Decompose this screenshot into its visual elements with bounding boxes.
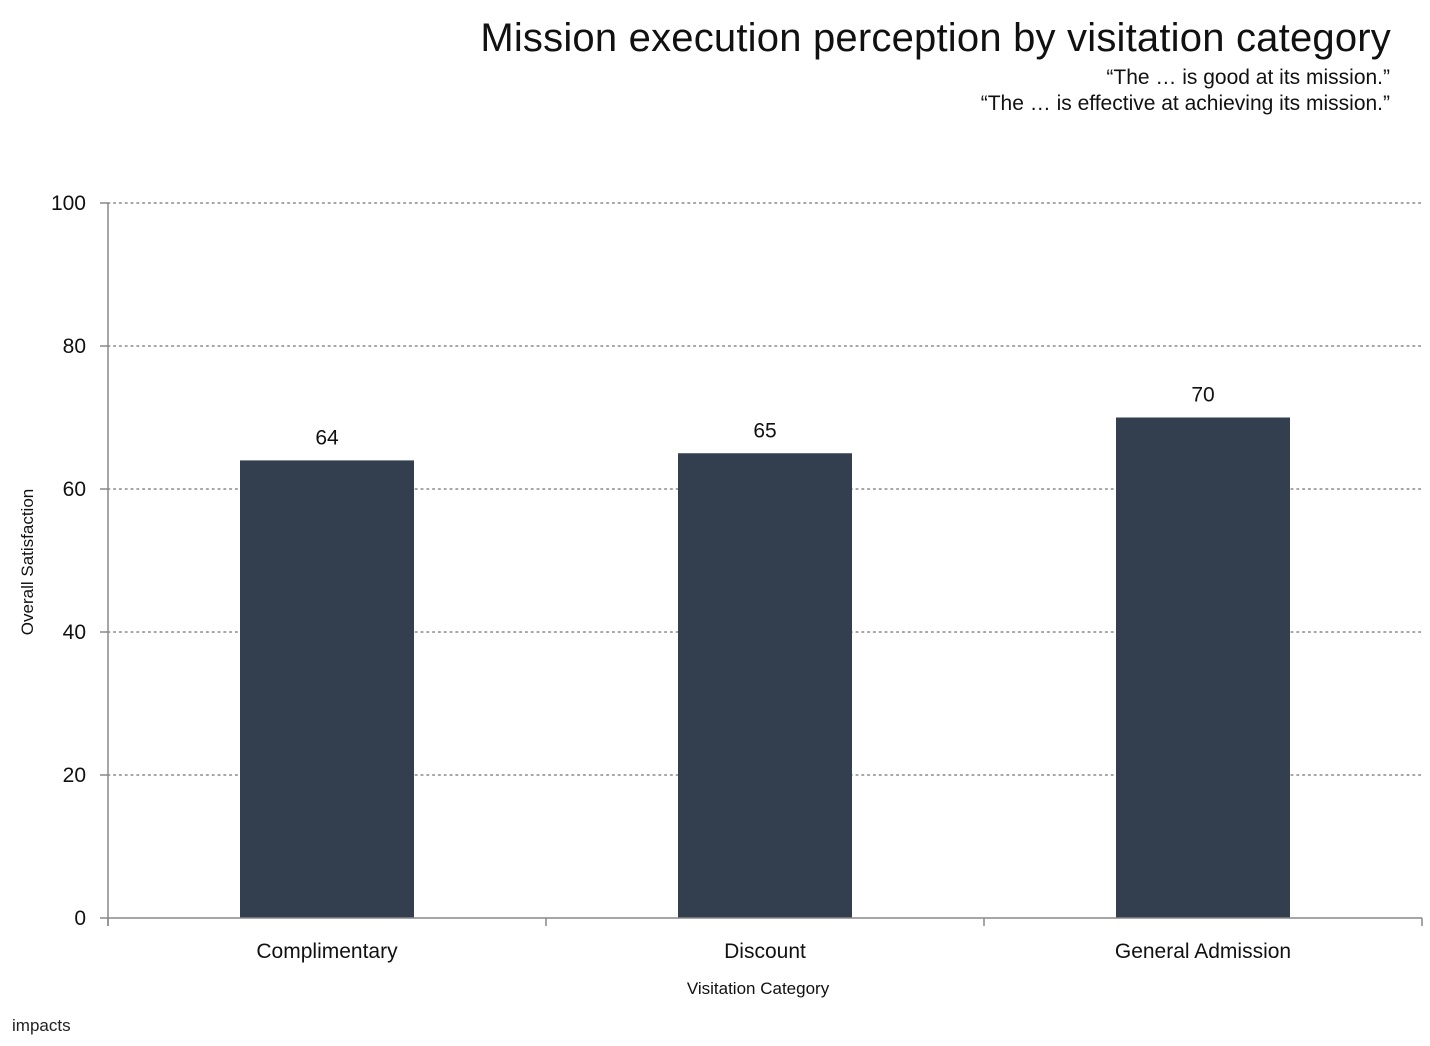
axes (100, 202, 1423, 926)
y-tick-label: 100 (51, 192, 86, 215)
y-tick-label: 40 (63, 621, 86, 644)
labels: 0 20 40 60 80 100 64 Complimentary 65 Discount 70 G… (51, 192, 1291, 963)
bar-general-admission (1116, 417, 1290, 918)
x-tick-label: General Admission (1115, 940, 1291, 963)
y-axis-title: Overall Satisfaction (18, 489, 37, 635)
impacts-logo: impacts (12, 1016, 71, 1035)
chart-subtitle-line-2: “The … is effective at achieving its mis… (980, 92, 1390, 115)
y-tick-label: 0 (74, 907, 86, 930)
chart-title: Mission execution perception by visitati… (480, 16, 1391, 60)
data-label: 65 (753, 419, 776, 442)
bar-discount (678, 453, 852, 918)
bar-complimentary (240, 460, 414, 918)
y-tick-label: 80 (63, 335, 86, 358)
chart-subtitle-line-1: “The … is good at its mission.” (1106, 66, 1390, 89)
y-tick-label: 60 (63, 478, 86, 501)
x-tick-label: Discount (724, 940, 806, 963)
data-label: 64 (315, 426, 339, 449)
x-tick-label: Complimentary (256, 940, 398, 963)
data-label: 70 (1191, 384, 1214, 407)
y-tick-label: 20 (63, 764, 86, 787)
bars (240, 417, 1290, 918)
x-axis-title: Visitation Category (687, 979, 830, 998)
